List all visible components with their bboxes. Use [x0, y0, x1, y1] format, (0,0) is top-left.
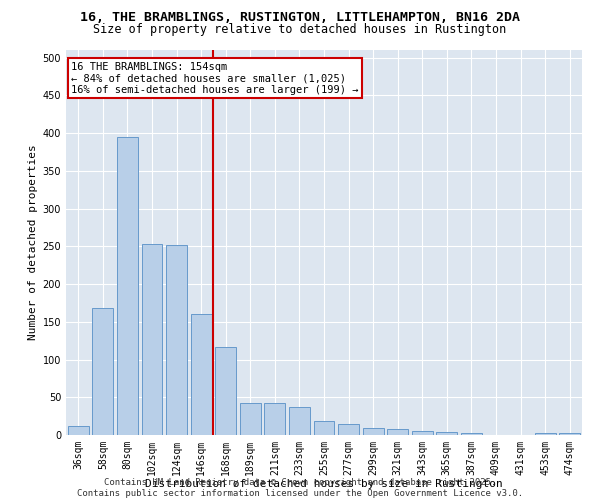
- Bar: [265, 404, 286, 435]
- Bar: [191, 314, 212, 435]
- Bar: [92, 308, 113, 435]
- Bar: [436, 432, 457, 435]
- Text: Contains HM Land Registry data © Crown copyright and database right 2025.
Contai: Contains HM Land Registry data © Crown c…: [77, 478, 523, 498]
- Bar: [362, 428, 383, 435]
- Bar: [314, 422, 334, 435]
- Text: Size of property relative to detached houses in Rustington: Size of property relative to detached ho…: [94, 22, 506, 36]
- Bar: [68, 426, 89, 435]
- Bar: [117, 137, 138, 435]
- Bar: [289, 407, 310, 435]
- Bar: [166, 245, 187, 435]
- Bar: [215, 346, 236, 435]
- Bar: [412, 431, 433, 435]
- Text: 16, THE BRAMBLINGS, RUSTINGTON, LITTLEHAMPTON, BN16 2DA: 16, THE BRAMBLINGS, RUSTINGTON, LITTLEHA…: [80, 11, 520, 24]
- Bar: [240, 404, 261, 435]
- Bar: [559, 434, 580, 435]
- Bar: [142, 244, 163, 435]
- Y-axis label: Number of detached properties: Number of detached properties: [28, 144, 38, 340]
- Text: 16 THE BRAMBLINGS: 154sqm
← 84% of detached houses are smaller (1,025)
16% of se: 16 THE BRAMBLINGS: 154sqm ← 84% of detac…: [71, 62, 359, 95]
- Bar: [338, 424, 359, 435]
- Bar: [535, 434, 556, 435]
- X-axis label: Distribution of detached houses by size in Rustington: Distribution of detached houses by size …: [145, 480, 503, 490]
- Bar: [387, 429, 408, 435]
- Bar: [461, 434, 482, 435]
